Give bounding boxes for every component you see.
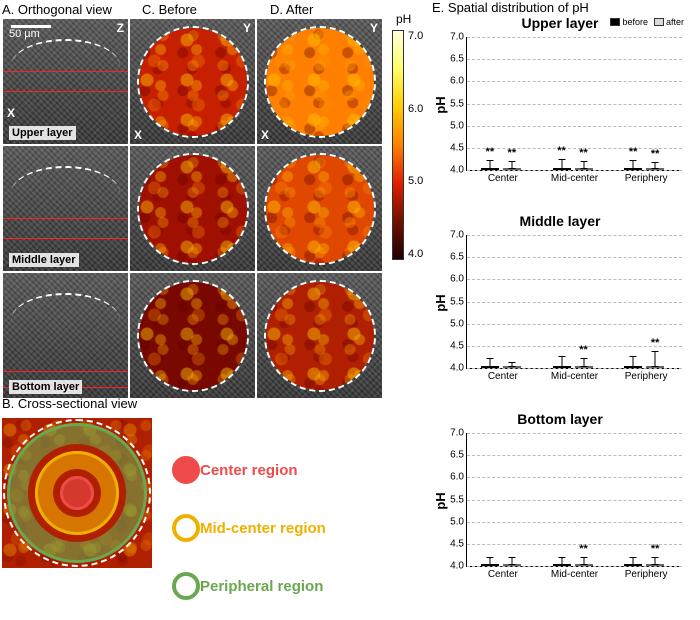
orthogonal-2: Bottom layer: [3, 273, 128, 398]
x-tick-label: Mid-center: [551, 371, 598, 382]
ortho-label-0: Upper layer: [9, 126, 76, 140]
left-column: A. Orthogonal view C. Before D. After Up…: [0, 0, 430, 608]
ortho-label-2: Bottom layer: [9, 380, 82, 394]
colorbar-tick: 5.0: [408, 175, 432, 187]
region-legend-label: Center region: [200, 462, 298, 479]
figure-root: A. Orthogonal view C. Before D. After Up…: [0, 0, 700, 608]
after-heatmap-1: [257, 146, 382, 271]
panel-a-label: A. Orthogonal view: [2, 2, 112, 17]
panel-b-label: B. Cross-sectional view: [2, 396, 137, 411]
before-heatmap-0: YX: [130, 19, 255, 144]
chart-1: Middle layer pH 4.04.55.05.56.06.57.0Cente…: [430, 213, 690, 393]
before-heatmap-2: [130, 273, 255, 398]
chart-0: Upper layerpHbeforeafter4.04.55.05.56.06…: [430, 15, 690, 195]
panel-b-legend: Center region Mid-center region Peripheral…: [172, 436, 326, 620]
scale-bar: 50 µm: [9, 25, 53, 40]
orthogonal-1: Middle layer: [3, 146, 128, 271]
y-axis-label: pH: [433, 492, 448, 509]
panel-b-rings: [2, 418, 152, 568]
panel-e-label: E. Spatial distribution of pH: [432, 0, 700, 15]
region-legend-icon: [172, 456, 200, 484]
colorbar-title: pH: [396, 12, 411, 26]
x-tick-label: Center: [488, 173, 518, 184]
charts-container: Upper layerpHbeforeafter4.04.55.05.56.06…: [430, 15, 700, 591]
chart-title: Bottom layer: [430, 411, 690, 427]
chart-legend: beforeafter: [610, 17, 684, 27]
orthogonal-0: Upper layer50 µmZX: [3, 19, 128, 144]
region-legend-icon: [172, 572, 200, 600]
colorbar-tick: 4.0: [408, 248, 432, 260]
region-legend-item: Mid-center region: [172, 504, 326, 552]
panel-c-label: C. Before: [142, 2, 197, 17]
plot-area: 4.04.55.05.56.06.57.0Center**Mid-center*…: [466, 433, 682, 567]
colorbar-tick: 7.0: [408, 30, 432, 42]
chart-title: Middle layer: [430, 213, 690, 229]
before-heatmap-1: [130, 146, 255, 271]
colorbar-ticks: 7.0 6.0 5.0 4.0: [408, 30, 432, 260]
colorbar: pH 7.06.05.04.0: [392, 26, 426, 276]
ortho-label-1: Middle layer: [9, 253, 79, 267]
plot-area: 4.04.55.05.56.06.57.0****Center****Mid-c…: [466, 37, 682, 171]
right-column: E. Spatial distribution of pH Upper laye…: [430, 0, 700, 608]
y-axis-label: pH: [433, 96, 448, 113]
x-tick-label: Center: [488, 569, 518, 580]
panel-b: B. Cross-sectional view Center region Mid…: [2, 396, 422, 596]
after-heatmap-0: YX: [257, 19, 382, 144]
region-legend-icon: [172, 514, 200, 542]
x-tick-label: Center: [488, 371, 518, 382]
y-axis-label: pH: [433, 294, 448, 311]
colorbar-tick: 6.0: [408, 103, 432, 115]
region-legend-label: Peripheral region: [200, 578, 323, 595]
colorbar-gradient: [392, 30, 404, 260]
panel-d-label: D. After: [270, 2, 313, 17]
after-heatmap-2: [257, 273, 382, 398]
chart-2: Bottom layer pH 4.04.55.05.56.06.57.0Cente…: [430, 411, 690, 591]
x-tick-label: Periphery: [625, 371, 668, 382]
region-legend-item: Peripheral region: [172, 562, 326, 610]
x-tick-label: Mid-center: [551, 173, 598, 184]
x-tick-label: Periphery: [625, 173, 668, 184]
region-legend-item: Center region: [172, 446, 326, 494]
x-tick-label: Mid-center: [551, 569, 598, 580]
region-legend-label: Mid-center region: [200, 520, 326, 537]
x-tick-label: Periphery: [625, 569, 668, 580]
plot-area: 4.04.55.05.56.06.57.0Center**Mid-center*…: [466, 235, 682, 369]
image-grid: Upper layer50 µmZXYXYXMiddle layerBottom…: [2, 18, 383, 399]
